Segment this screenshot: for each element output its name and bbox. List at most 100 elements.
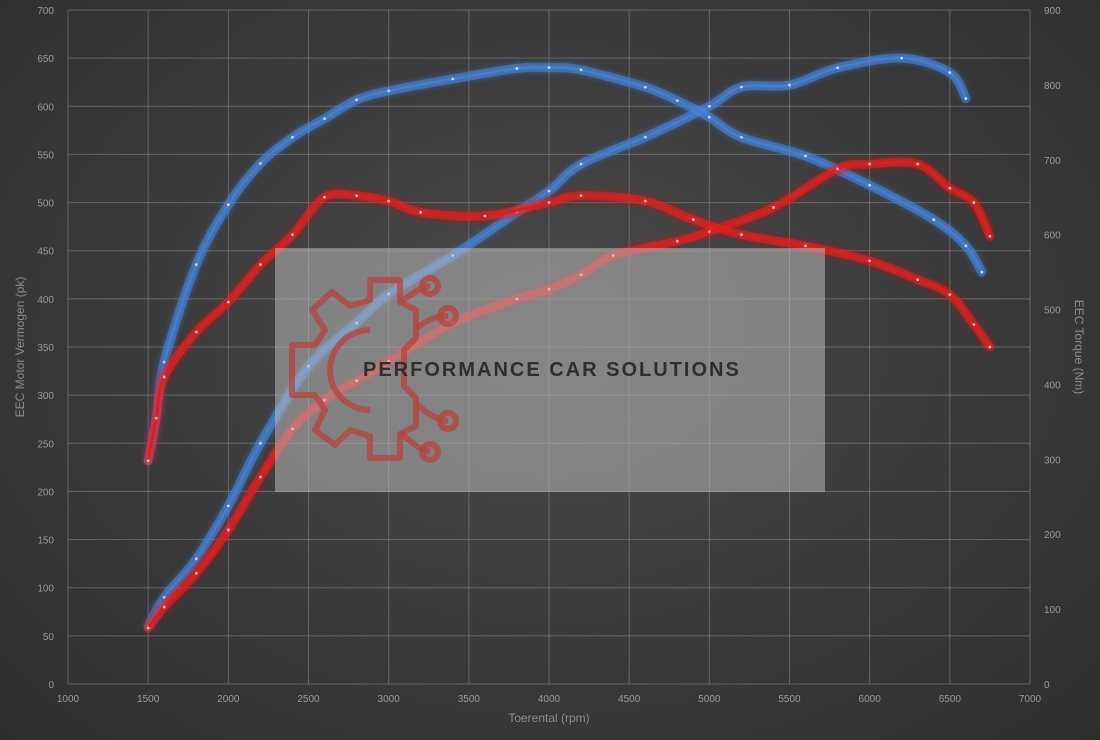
x-tick-label: 6000 bbox=[859, 694, 882, 705]
data-point bbox=[740, 135, 743, 139]
data-point bbox=[419, 210, 423, 214]
data-point bbox=[916, 162, 920, 166]
series-torque_red bbox=[143, 189, 995, 466]
right-y-tick-label: 300 bbox=[1044, 455, 1061, 466]
data-point bbox=[948, 186, 952, 190]
watermark-panel bbox=[275, 248, 825, 492]
left-y-tick-label: 600 bbox=[37, 102, 54, 113]
left-y-tick-label: 450 bbox=[37, 247, 54, 258]
data-point bbox=[579, 194, 583, 198]
data-point bbox=[259, 441, 262, 445]
right-y-tick-label: 900 bbox=[1044, 6, 1061, 17]
right-y-tick-label: 400 bbox=[1044, 380, 1061, 391]
left-y-tick-label: 700 bbox=[37, 6, 54, 17]
x-axis-ticks: 1000 1500 2000 2500 3000 3500 4000 4500 5000 5500… bbox=[57, 694, 1042, 705]
left-y-tick-label: 100 bbox=[37, 584, 54, 595]
data-point bbox=[868, 183, 872, 187]
x-tick-label: 1000 bbox=[57, 694, 80, 705]
data-point bbox=[707, 115, 711, 119]
data-point bbox=[547, 66, 551, 70]
data-point bbox=[900, 56, 904, 60]
data-point bbox=[291, 233, 294, 237]
left-y-tick-label: 350 bbox=[37, 343, 54, 354]
left-y-axis-title: EEC Motor Vermogen (pk) bbox=[13, 277, 27, 418]
data-point bbox=[868, 259, 872, 263]
data-point bbox=[948, 71, 952, 74]
data-point bbox=[691, 218, 695, 222]
data-point bbox=[162, 595, 166, 599]
data-point bbox=[972, 323, 976, 326]
x-tick-label: 2500 bbox=[297, 694, 320, 705]
data-point bbox=[643, 85, 647, 89]
data-point bbox=[932, 218, 936, 222]
data-point bbox=[868, 162, 872, 166]
left-y-tick-label: 300 bbox=[37, 391, 54, 402]
data-point bbox=[355, 194, 358, 198]
data-point bbox=[740, 233, 743, 237]
data-point bbox=[162, 360, 166, 364]
data-point bbox=[788, 83, 791, 87]
right-y-tick-label: 800 bbox=[1044, 81, 1061, 92]
data-point bbox=[387, 199, 391, 203]
right-y-tick-label: 200 bbox=[1044, 530, 1061, 541]
gear-circuit-logo bbox=[289, 275, 459, 463]
data-point bbox=[194, 571, 198, 575]
data-point bbox=[355, 98, 358, 102]
x-tick-label: 6500 bbox=[939, 694, 962, 705]
x-tick-label: 5500 bbox=[778, 694, 801, 705]
left-y-tick-label: 150 bbox=[37, 536, 54, 547]
data-point bbox=[259, 475, 262, 479]
right-y-axis-title: EEC Torque (Nm) bbox=[1072, 300, 1086, 394]
data-point bbox=[804, 244, 807, 248]
left-y-axis-ticks: 0 50 100 150 200 250 300 350 400 450 500 550 600 650 7… bbox=[37, 6, 54, 691]
right-y-tick-label: 500 bbox=[1044, 306, 1061, 317]
data-point bbox=[579, 162, 583, 166]
watermark-text: PERFORMANCE CAR SOLUTIONS bbox=[363, 359, 741, 381]
data-point bbox=[980, 270, 984, 274]
data-point bbox=[323, 195, 326, 199]
data-point bbox=[515, 67, 519, 70]
data-point bbox=[146, 626, 150, 630]
data-point bbox=[194, 557, 198, 561]
data-point bbox=[836, 66, 839, 70]
data-point bbox=[964, 244, 968, 248]
data-point bbox=[988, 234, 992, 238]
data-point bbox=[643, 135, 647, 139]
x-tick-label: 5000 bbox=[698, 694, 721, 705]
data-point bbox=[804, 154, 807, 158]
data-point bbox=[162, 605, 166, 609]
data-point bbox=[916, 278, 920, 281]
data-point bbox=[226, 528, 230, 532]
right-y-tick-label: 0 bbox=[1044, 680, 1050, 691]
data-point bbox=[226, 203, 230, 207]
left-y-tick-label: 500 bbox=[37, 199, 54, 210]
data-point bbox=[836, 167, 839, 171]
data-point bbox=[323, 117, 326, 120]
left-y-tick-label: 250 bbox=[37, 439, 54, 450]
left-y-tick-label: 550 bbox=[37, 150, 54, 161]
x-tick-label: 3000 bbox=[378, 694, 401, 705]
x-tick-label: 2000 bbox=[217, 694, 240, 705]
data-point bbox=[146, 459, 150, 463]
data-point bbox=[259, 263, 262, 267]
data-point bbox=[547, 189, 551, 193]
series-line bbox=[146, 192, 992, 463]
data-point bbox=[772, 205, 775, 209]
data-point bbox=[972, 201, 976, 204]
data-point bbox=[154, 416, 158, 420]
x-tick-label: 7000 bbox=[1019, 694, 1042, 705]
left-y-tick-label: 400 bbox=[37, 295, 54, 306]
data-point bbox=[194, 330, 198, 334]
x-tick-label: 3500 bbox=[458, 694, 481, 705]
data-point bbox=[707, 104, 711, 108]
x-tick-label: 4500 bbox=[618, 694, 641, 705]
x-axis-title: Toerental (rpm) bbox=[508, 711, 589, 725]
series-line bbox=[146, 56, 968, 628]
left-y-tick-label: 200 bbox=[37, 487, 54, 498]
data-point bbox=[194, 263, 198, 267]
right-y-tick-label: 700 bbox=[1044, 156, 1061, 167]
left-y-tick-label: 50 bbox=[43, 632, 55, 643]
right-y-axis-ticks: 0 100 200 300 400 500 600 700 800 900 bbox=[1044, 6, 1061, 691]
data-point bbox=[226, 300, 230, 304]
x-tick-label: 4000 bbox=[538, 694, 561, 705]
